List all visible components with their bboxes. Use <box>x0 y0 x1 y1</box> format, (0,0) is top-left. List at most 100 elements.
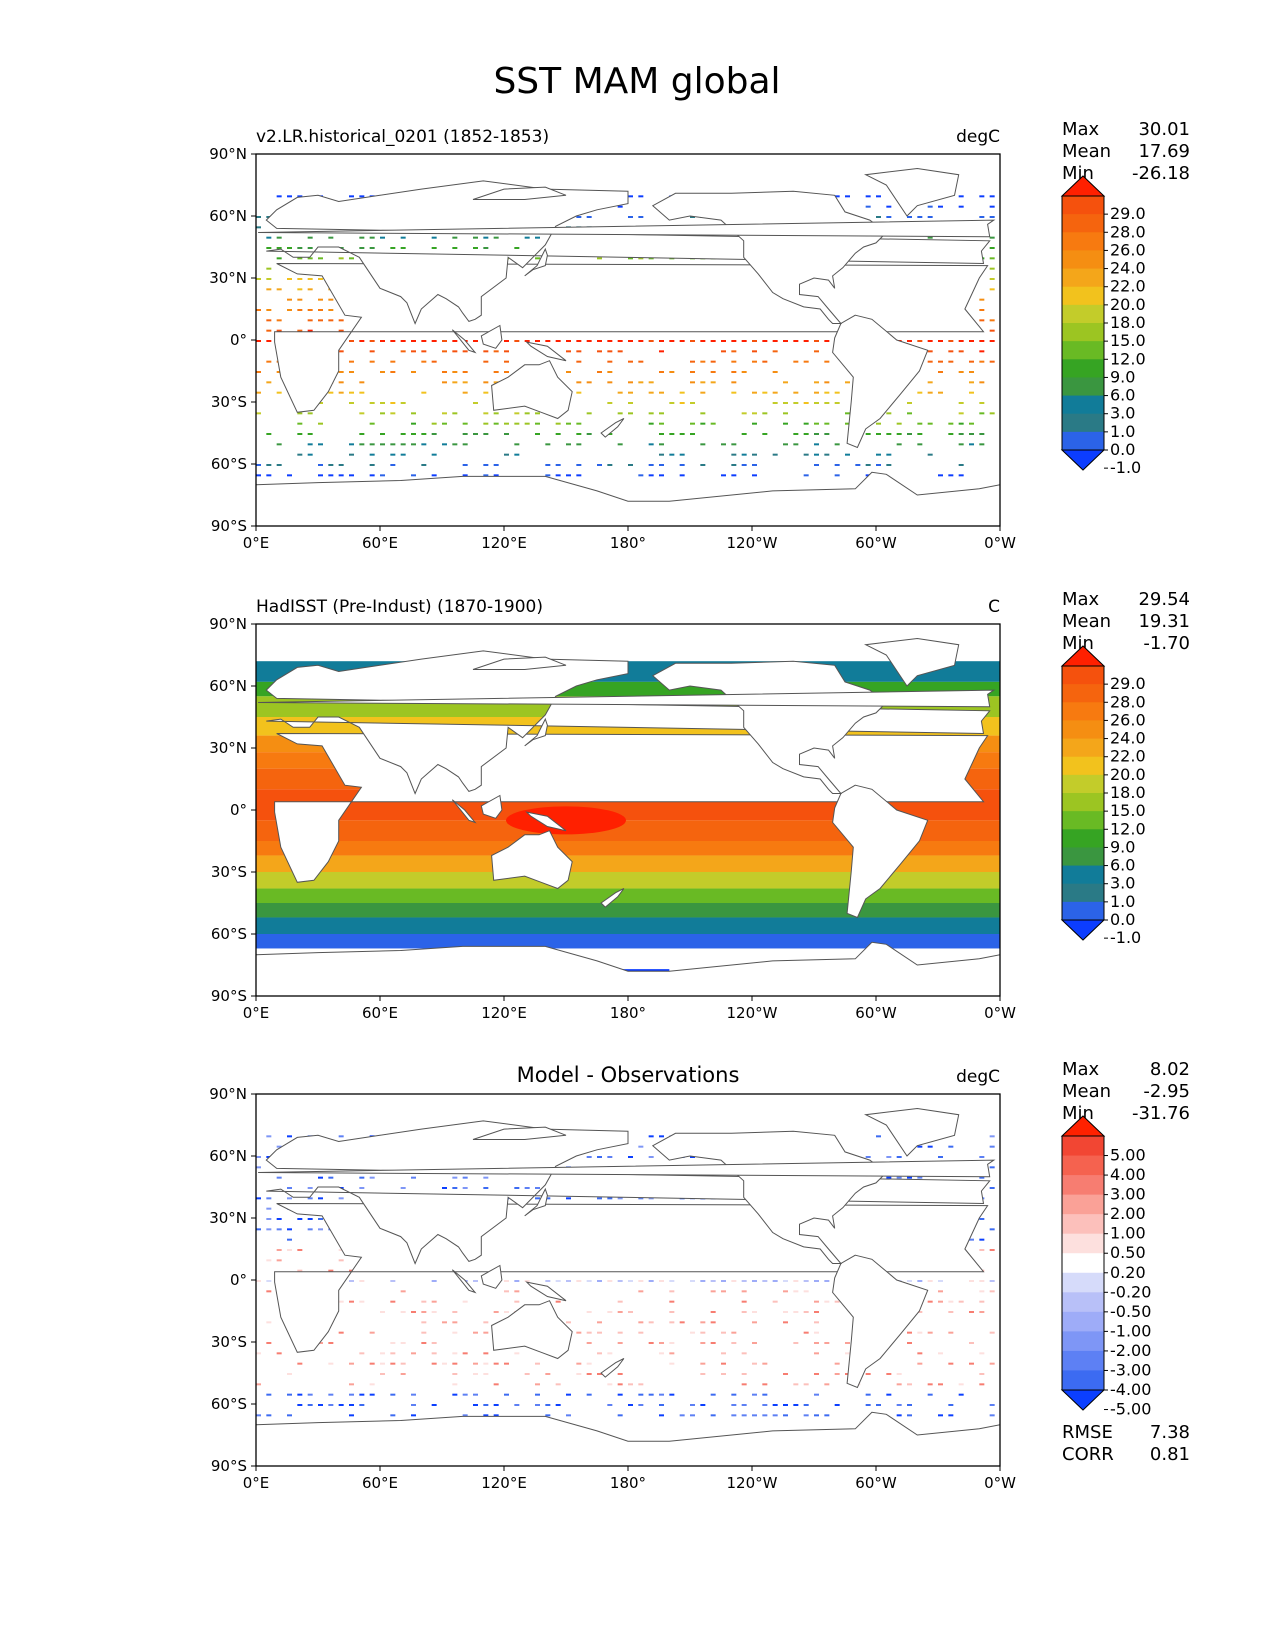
sst-dot <box>266 1301 271 1303</box>
sst-band <box>256 917 1000 934</box>
sst-dot <box>969 1280 974 1282</box>
sst-dot <box>742 371 747 373</box>
colorbar-label: 9.0 <box>1110 367 1135 386</box>
sst-dot <box>804 433 809 435</box>
sst-dot <box>700 340 705 342</box>
colorbar-label: 22.0 <box>1110 747 1146 766</box>
sst-dot <box>421 1321 426 1323</box>
colorbar-label: 2.00 <box>1110 1204 1146 1223</box>
sst-dot <box>452 1352 457 1354</box>
sst-dot <box>401 1342 406 1344</box>
sst-dot <box>587 381 592 383</box>
sst-dot <box>659 423 664 425</box>
colorbar-segment <box>1062 739 1104 758</box>
sst-dot <box>607 350 612 352</box>
sst-dot <box>339 1259 344 1261</box>
sst-dot <box>845 195 850 197</box>
sst-dot <box>804 1414 809 1416</box>
sst-dot <box>979 361 984 363</box>
sst-dot <box>990 1228 995 1230</box>
sst-dot <box>607 1404 612 1406</box>
sst-dot <box>607 1197 612 1199</box>
sst-dot <box>556 1404 561 1406</box>
sst-dot <box>711 1373 716 1375</box>
colorbar-label: -2.00 <box>1110 1341 1151 1360</box>
sst-dot <box>587 1156 592 1158</box>
sst-dot <box>277 1228 282 1230</box>
stat-label: Mean <box>1062 1081 1111 1102</box>
sst-dot <box>359 433 364 435</box>
sst-dot <box>762 392 767 394</box>
sst-dot <box>349 1414 354 1416</box>
sst-dot <box>793 1332 798 1334</box>
colorbar-segment <box>1062 196 1104 215</box>
sst-dot <box>886 464 891 466</box>
sst-dot <box>690 1332 695 1334</box>
colorbar-label: 1.0 <box>1110 892 1135 911</box>
sst-dot <box>359 1352 364 1354</box>
sst-dot <box>339 381 344 383</box>
sst-dot <box>711 381 716 383</box>
sst-dot <box>638 1301 643 1303</box>
sst-dot <box>742 1290 747 1292</box>
panel-title: Model - Observations <box>517 1063 740 1087</box>
colorbar-segment <box>1062 1234 1104 1254</box>
sst-dot <box>762 1280 767 1282</box>
sst-dot <box>339 350 344 352</box>
sst-dot <box>731 474 736 476</box>
x-tick-label: 180° <box>610 534 646 552</box>
sst-dot <box>979 1383 984 1385</box>
sst-dot <box>494 464 499 466</box>
sst-dot <box>277 1177 282 1179</box>
sst-dot <box>349 392 354 394</box>
sst-dot <box>411 1301 416 1303</box>
sst-dot <box>618 1280 623 1282</box>
sst-dot <box>979 412 984 414</box>
sst-dot <box>349 340 354 342</box>
sst-dot <box>793 1404 798 1406</box>
sst-dot <box>835 443 840 445</box>
sst-dot <box>700 381 705 383</box>
sst-dot <box>938 340 943 342</box>
sst-dot <box>638 361 643 363</box>
colorbar-label: 28.0 <box>1110 692 1146 711</box>
sst-dot <box>411 1363 416 1365</box>
sst-dot <box>277 1352 282 1354</box>
sst-dot <box>928 1383 933 1385</box>
y-tick-label: 60°N <box>209 1147 247 1165</box>
sst-dot <box>277 1249 282 1251</box>
sst-dot <box>359 412 364 414</box>
sst-dot <box>514 1280 519 1282</box>
sst-dot <box>380 1280 385 1282</box>
sst-dot <box>318 319 323 321</box>
colorbar-segment <box>1062 414 1104 433</box>
sst-dot <box>659 350 664 352</box>
sst-dot <box>370 1280 375 1282</box>
sst-dot <box>783 1404 788 1406</box>
sst-dot <box>959 423 964 425</box>
x-tick-label: 0°W <box>984 1004 1016 1022</box>
sst-dot <box>638 1280 643 1282</box>
sst-band <box>256 903 1000 917</box>
colorbar-label: 1.00 <box>1110 1224 1146 1243</box>
sst-dot <box>287 309 292 311</box>
sst-dot <box>349 1280 354 1282</box>
sst-dot <box>721 1321 726 1323</box>
sst-dot <box>266 319 271 321</box>
sst-dot <box>390 1342 395 1344</box>
sst-dot <box>793 1311 798 1313</box>
sst-dot <box>525 423 530 425</box>
sst-dot <box>359 1290 364 1292</box>
sst-dot <box>866 433 871 435</box>
sst-dot <box>452 443 457 445</box>
sst-dot <box>359 247 364 249</box>
map-panel-obs: 0°E 60°E 120°E 180° 120°W 60°W 0°W90°N60°N30°N… <box>209 589 1190 1022</box>
sst-dot <box>649 392 654 394</box>
sst-dot <box>452 340 457 342</box>
sst-dot <box>318 1218 323 1220</box>
sst-dot <box>814 1414 819 1416</box>
sst-dot <box>721 350 726 352</box>
sst-dot <box>597 371 602 373</box>
colorbar-segment <box>1062 1370 1104 1390</box>
sst-dot <box>483 1177 488 1179</box>
